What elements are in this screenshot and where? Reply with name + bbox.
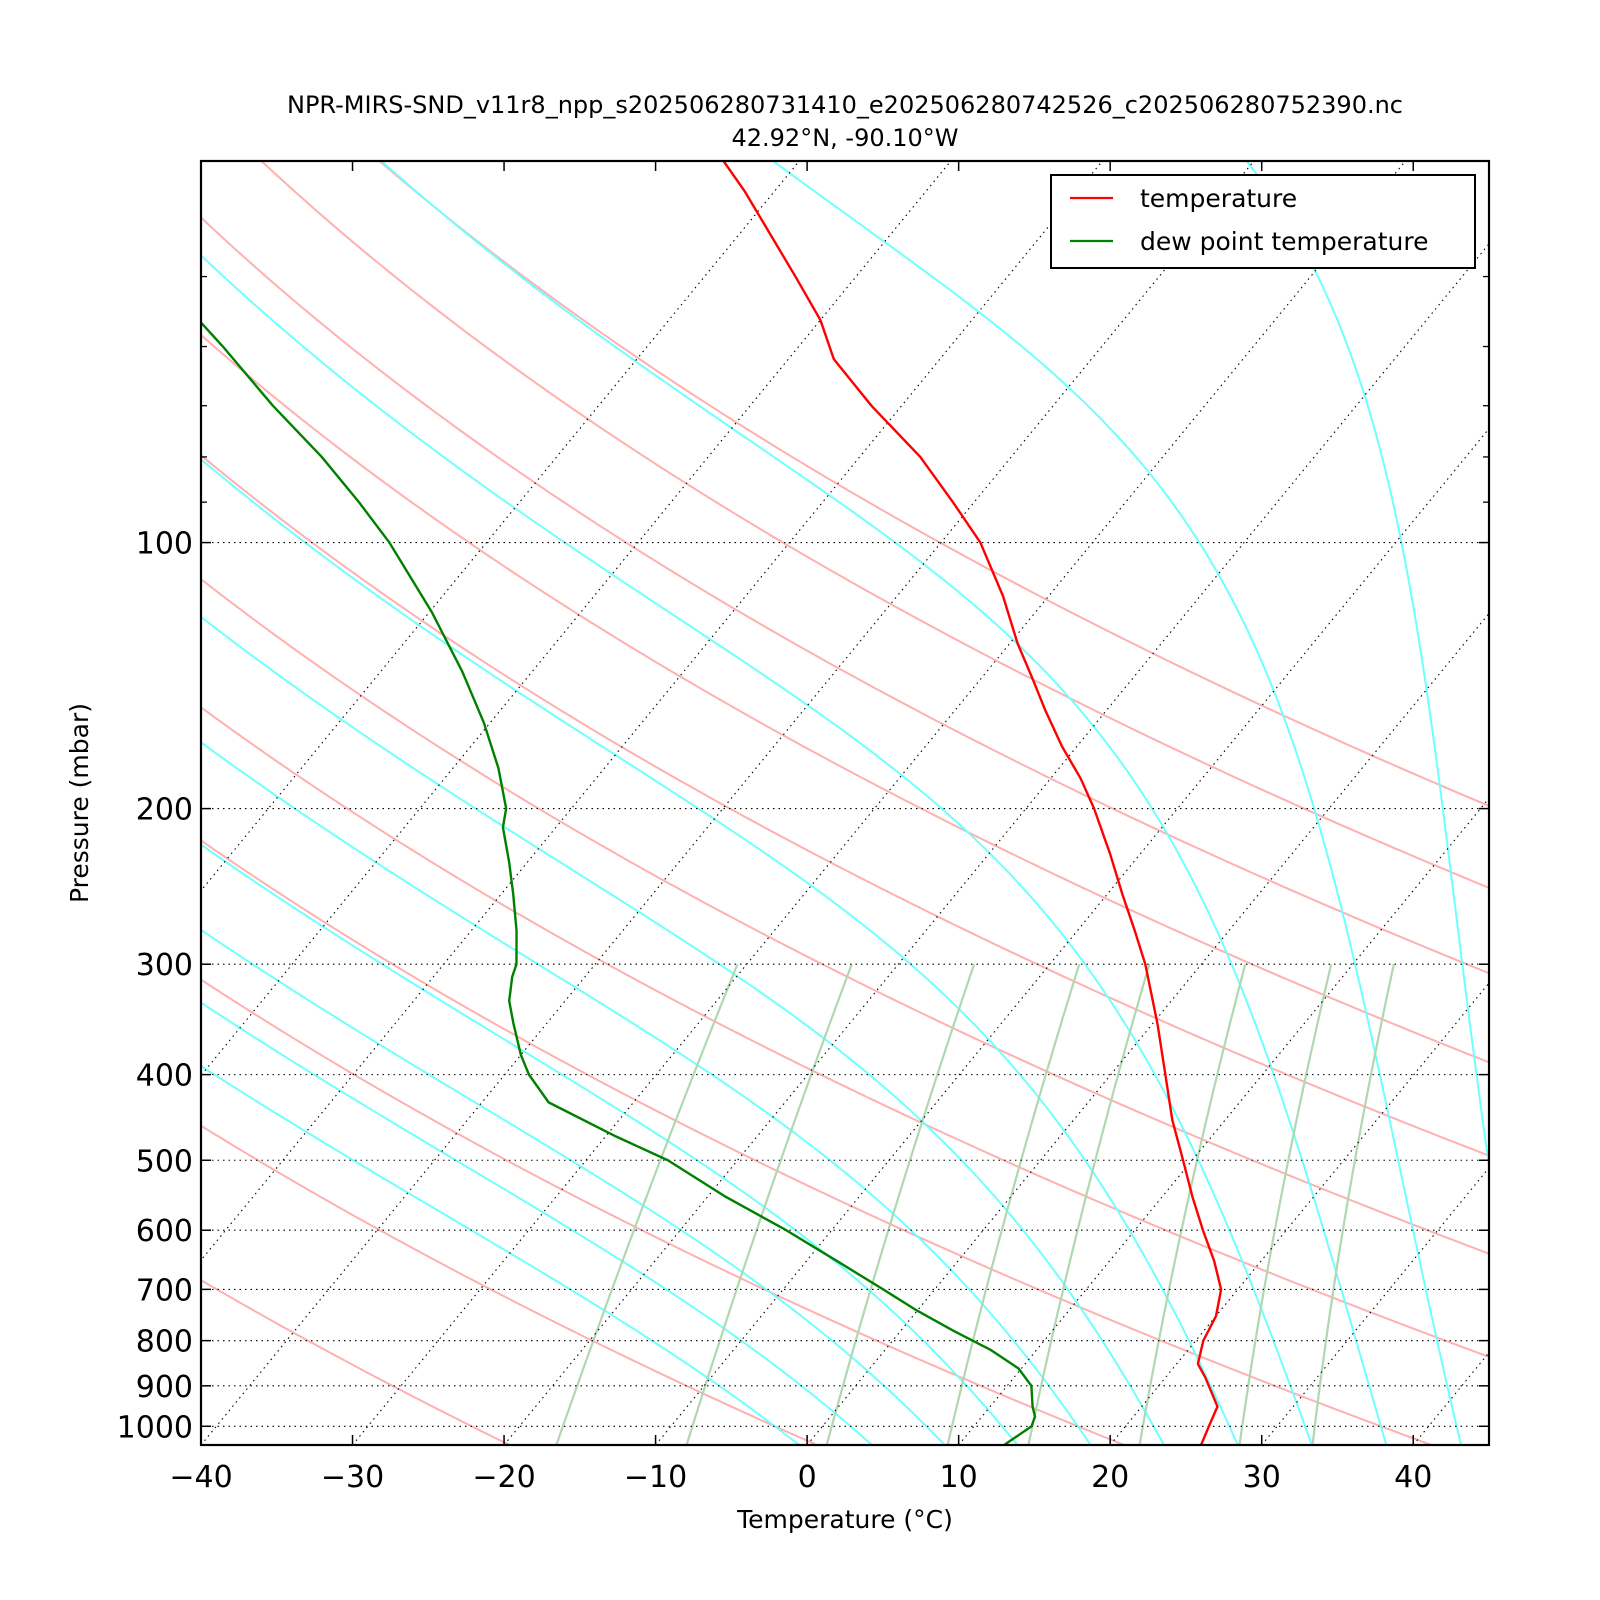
dew-point-line [201, 320, 1037, 1445]
y-tick-label: 600 [136, 1214, 193, 1249]
legend: temperature dew point temperature [1050, 174, 1476, 269]
mixing-ratio-line [825, 963, 976, 1445]
temperature-line [722, 161, 1223, 1445]
axes-frame [199, 159, 1491, 1447]
moist-adiabat-line [201, 457, 1239, 1445]
moist-adiabat-line [201, 843, 1019, 1445]
moist-adiabat-line [201, 928, 946, 1445]
x-tick-label: −30 [321, 1460, 384, 1495]
legend-box [1050, 174, 1476, 269]
dry-adiabat-line [201, 1278, 510, 1445]
mixing-ratio-line [1311, 963, 1395, 1445]
mixing-ratio-lines [555, 963, 1395, 1445]
chart-subtitle: 42.92°N, -90.10°W [731, 124, 958, 152]
x-tick-label: 20 [1091, 1460, 1129, 1495]
dry-adiabat-line [201, 454, 1489, 1157]
moist-adiabat-line [771, 161, 1463, 1445]
y-tick-label: 900 [136, 1370, 193, 1405]
chart-title: NPR-MIRS-SND_v11r8_npp_s202506280731410_… [287, 91, 1403, 119]
legend-label-dew-point: dew point temperature [1140, 227, 1429, 256]
x-axis-label: Temperature (°C) [736, 1505, 953, 1534]
axes [199, 159, 1491, 1447]
mixing-ratio-line [555, 963, 739, 1445]
y-tick-label: 100 [136, 527, 193, 562]
dry-adiabat-line [201, 577, 1489, 1255]
x-tick-label: −20 [472, 1460, 535, 1495]
mixing-ratio-line [946, 963, 1081, 1445]
moist-adiabats [201, 161, 1489, 1445]
y-tick-label: 400 [136, 1059, 193, 1094]
dry-adiabat-line [260, 161, 1489, 889]
x-tick-label: 0 [798, 1460, 817, 1495]
sounding-series [201, 161, 1223, 1445]
dry-adiabat-line [201, 216, 1489, 975]
y-tick-label: 800 [136, 1325, 193, 1360]
moist-adiabat-line [379, 161, 1388, 1445]
moist-adiabat-line [201, 615, 1165, 1445]
axis-ticks [200, 161, 1489, 1445]
dry-adiabat-line [201, 978, 1125, 1445]
x-tick-label: −40 [169, 1460, 232, 1495]
isobar-gridlines [201, 542, 1489, 1427]
plot-area [201, 161, 1489, 1445]
y-tick-label: 500 [136, 1144, 193, 1179]
moist-adiabat-line [1245, 161, 1489, 1173]
y-tick-label: 300 [136, 948, 193, 983]
dry-adiabat-line [201, 333, 1489, 1064]
mixing-ratio-line [1027, 963, 1151, 1445]
x-tick-label: 10 [940, 1460, 978, 1495]
y-tick-label: 1000 [117, 1410, 193, 1445]
mixing-ratio-line [1238, 963, 1333, 1445]
moist-adiabat-line [201, 1001, 873, 1445]
y-tick-label: 200 [136, 793, 193, 828]
legend-label-temperature: temperature [1140, 184, 1297, 213]
y-axis-label: Pressure (mbar) [65, 703, 94, 903]
mixing-ratio-line [1138, 963, 1247, 1445]
x-tick-label: −10 [624, 1460, 687, 1495]
dry-adiabat-line [201, 1124, 818, 1445]
dry-adiabats [201, 161, 1489, 1445]
moist-adiabat-line [201, 254, 1313, 1445]
x-tick-label: 40 [1394, 1460, 1432, 1495]
dry-adiabat-line [201, 839, 1432, 1445]
y-tick-label: 700 [136, 1273, 193, 1308]
mixing-ratio-line [685, 963, 853, 1445]
x-tick-label: 30 [1243, 1460, 1281, 1495]
dry-adiabat-line [201, 706, 1489, 1358]
